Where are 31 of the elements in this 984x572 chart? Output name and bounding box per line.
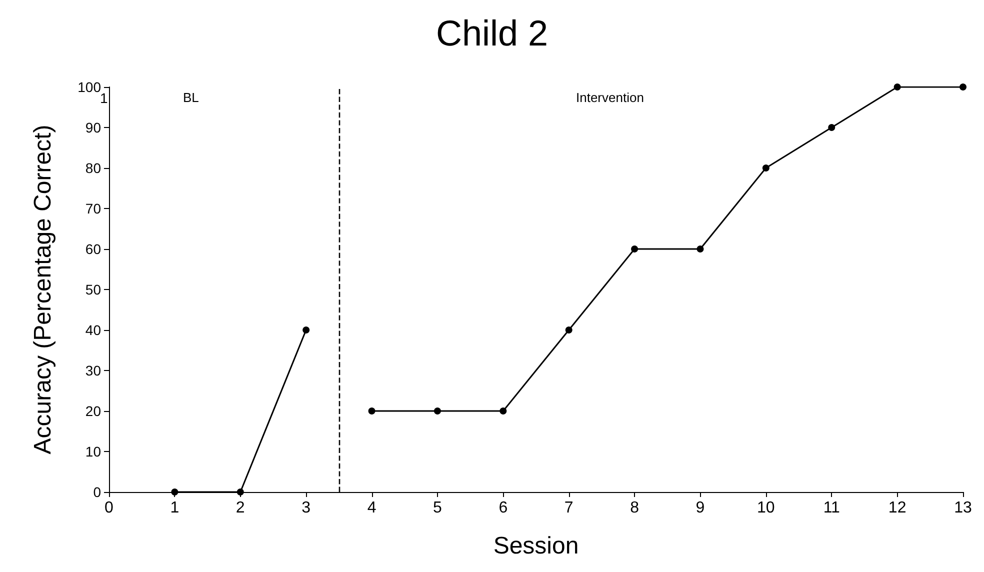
x-tick-label: 0: [104, 500, 114, 516]
y-tick-label: 70: [85, 200, 102, 216]
y-tick-label: 30: [85, 362, 102, 378]
x-tick-label: 12: [888, 500, 906, 516]
x-tick-label: 10: [757, 500, 775, 516]
y-tick-label: 0: [93, 484, 102, 500]
x-tick-label: 6: [498, 500, 508, 516]
y-tick-label: 20: [85, 403, 102, 419]
x-tick-label: 9: [696, 500, 705, 516]
x-tick-label: 11: [823, 500, 840, 516]
annotation: Intervention: [576, 90, 644, 105]
y-axis-title: Accuracy (Percentage Correct): [30, 124, 56, 454]
x-tick-label: 8: [630, 500, 640, 516]
x-tick-label: 3: [302, 500, 311, 516]
x-tick-label: 1: [170, 500, 180, 516]
x-tick-label: 5: [433, 500, 442, 516]
y-tick-label: 50: [85, 282, 102, 298]
x-tick-label: 2: [236, 500, 245, 516]
text: 1: [100, 90, 108, 106]
y-tick-label: 100: [78, 79, 102, 95]
x-tick-label: 7: [564, 500, 574, 516]
y-tick-label: 10: [85, 444, 102, 460]
x-axis-title: Session: [493, 532, 579, 560]
y-tick-label: 60: [85, 241, 102, 257]
y-tick-label: 40: [85, 322, 102, 338]
y-tick-label: 90: [85, 120, 102, 136]
y-tick-label: 80: [85, 160, 102, 176]
chart-title: Child 2: [436, 12, 548, 54]
x-tick-label: 13: [954, 500, 972, 516]
annotation: BL: [183, 90, 199, 105]
x-tick-label: 4: [367, 500, 376, 516]
